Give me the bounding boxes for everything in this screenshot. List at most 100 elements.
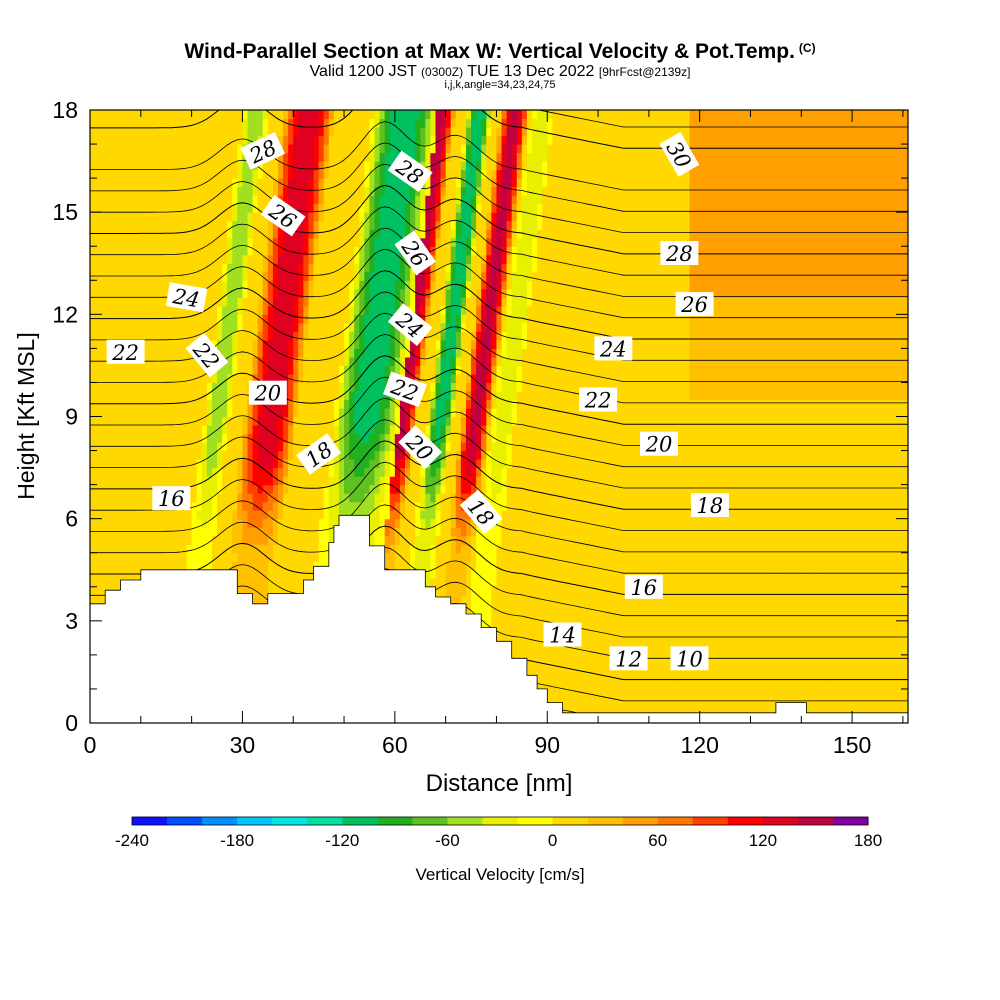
velocity-cell [430,135,437,145]
velocity-cell [150,305,157,315]
velocity-cell [359,459,365,469]
velocity-cell [425,152,432,162]
velocity-cell [318,501,325,511]
velocity-cell [201,552,208,562]
velocity-cell [328,144,335,154]
velocity-cell [105,212,111,222]
velocity-cell [115,433,122,443]
velocity-cell [247,220,254,230]
velocity-cell [115,110,122,120]
velocity-cell [384,178,391,188]
velocity-cell [379,501,386,511]
velocity-cell [206,527,213,537]
velocity-cell [161,348,167,358]
velocity-cell [196,169,203,179]
velocity-cell [105,493,111,503]
velocity-cell [430,220,437,230]
velocity-cell [130,246,137,256]
velocity-cell [313,510,320,520]
velocity-cell [130,280,137,290]
velocity-cell [237,110,244,120]
velocity-cell [115,246,122,256]
velocity-cell [90,161,96,171]
velocity-cell [277,433,284,443]
velocity-cell [384,433,391,443]
velocity-cell [252,271,259,281]
velocity-cell [171,561,177,571]
velocity-cell [410,501,416,511]
velocity-cell [430,399,437,409]
velocity-cell [364,169,371,179]
velocity-cell [176,442,183,452]
velocity-cell [156,339,162,349]
velocity-cell [354,356,360,367]
velocity-cell [257,561,264,571]
velocity-cell [150,467,157,477]
velocity-cell [247,501,254,511]
velocity-cell [303,433,310,443]
velocity-cell [186,535,193,545]
velocity-cell [425,288,432,298]
velocity-cell [405,271,411,281]
velocity-cell [105,476,111,486]
velocity-cell [349,161,355,171]
velocity-cell [323,195,330,205]
velocity-cell [298,203,304,213]
velocity-cell [293,144,299,154]
velocity-cell [267,254,274,264]
velocity-cell [323,476,330,486]
velocity-cell [120,305,127,315]
velocity-cell [267,356,274,367]
velocity-cell [349,484,355,494]
velocity-cell [120,110,127,120]
velocity-cell [328,459,335,469]
velocity-cell [410,356,416,367]
velocity-cell [120,127,127,137]
velocity-cell [354,110,360,120]
velocity-cell [257,416,264,426]
velocity-cell [349,442,355,452]
velocity-cell [267,314,274,324]
velocity-cell [374,288,381,298]
velocity-cell [328,339,335,349]
velocity-cell [247,535,254,545]
velocity-cell [420,161,426,171]
velocity-cell [222,280,228,290]
velocity-cell [110,407,116,418]
velocity-cell [410,220,416,230]
velocity-cell [349,399,355,409]
subtitle-zulu: (0300Z) [421,65,464,79]
velocity-cell [247,178,254,188]
velocity-cell [288,569,294,579]
velocity-cell [130,552,137,562]
velocity-cell [430,195,437,205]
velocity-cell [171,390,177,401]
velocity-cell [130,425,137,435]
velocity-cell [247,339,254,349]
velocity-cell [288,110,294,120]
chart-title-block: Wind-Parallel Section at Max W: Vertical… [0,36,1000,91]
velocity-cell [211,382,218,392]
velocity-cell [232,476,238,486]
velocity-cell [196,161,203,171]
velocity-cell [384,118,391,128]
velocity-cell [394,203,401,213]
velocity-cell [440,569,447,579]
velocity-cell [100,237,106,247]
velocity-cell [161,322,167,332]
velocity-cell [288,288,294,298]
velocity-cell [171,425,177,435]
velocity-cell [288,552,294,562]
velocity-cell [313,178,320,188]
velocity-cell [313,305,320,315]
velocity-cell [425,110,432,120]
velocity-cell [247,356,254,367]
velocity-cell [201,152,208,162]
velocity-cell [115,178,122,188]
velocity-cell [135,288,142,298]
velocity-cell [333,390,340,401]
velocity-cell [267,305,274,315]
velocity-cell [237,365,244,375]
velocity-cell [201,407,208,418]
velocity-cell [344,331,350,341]
